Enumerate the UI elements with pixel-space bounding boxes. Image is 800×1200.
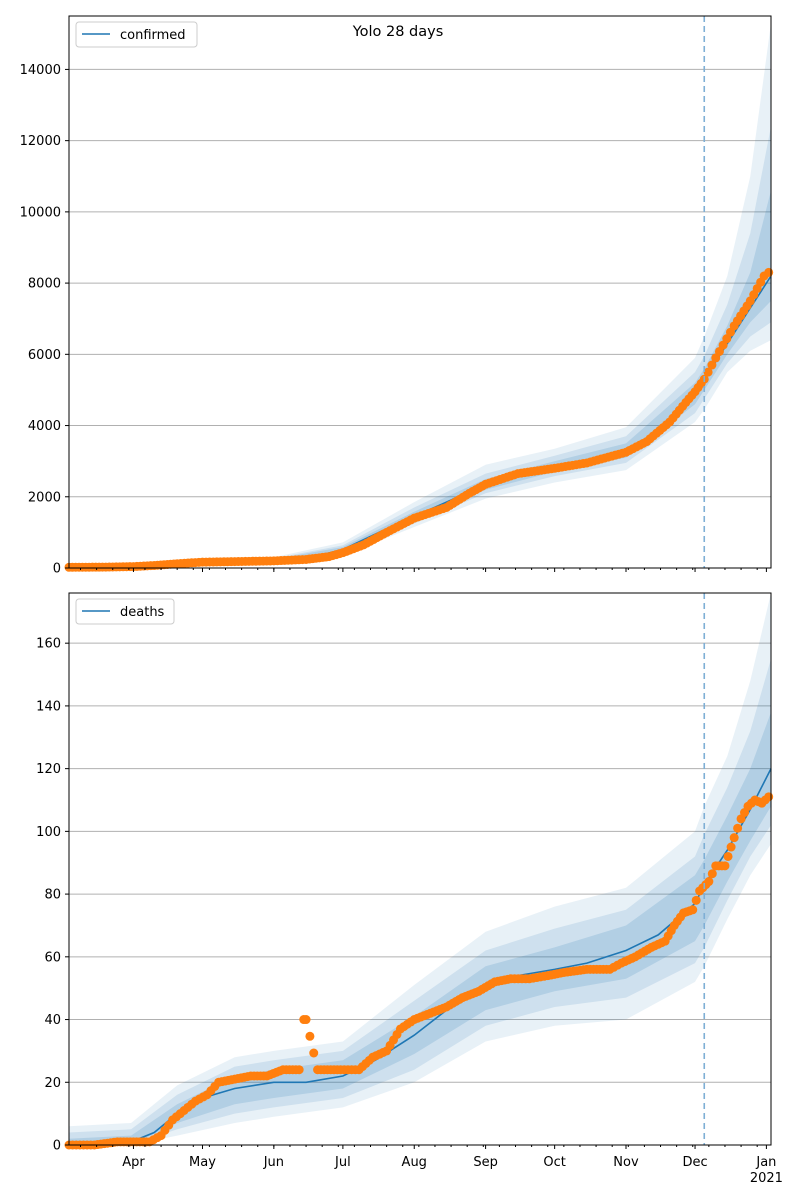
y-tick-label: 8000 — [28, 277, 61, 292]
y-tick-label: 80 — [44, 888, 61, 903]
x-tick-label: Oct — [543, 1155, 565, 1170]
data-point — [688, 905, 698, 915]
band-50-area — [69, 190, 771, 568]
data-point — [707, 869, 717, 879]
band-90-area — [69, 23, 771, 569]
x-tick-label: May — [189, 1155, 216, 1170]
x-year-label: 2021 — [750, 1171, 783, 1186]
y-tick-label: 4000 — [28, 419, 61, 434]
band-90-area — [69, 593, 771, 1145]
data-point — [764, 267, 774, 277]
x-tick-label: Dec — [682, 1155, 707, 1170]
data-point — [720, 861, 730, 871]
y-tick-label: 14000 — [20, 63, 61, 78]
data-point — [703, 367, 713, 377]
x-tick-label: Apr — [122, 1155, 145, 1170]
legend-box — [75, 21, 198, 48]
y-tick-label: 6000 — [28, 348, 61, 363]
data-point — [301, 1015, 311, 1025]
y-tick-label: 160 — [36, 637, 61, 652]
figure-title: Yolo 28 days — [352, 24, 444, 40]
data-point — [294, 1065, 304, 1075]
x-tick-label: Jan — [755, 1155, 776, 1170]
band-50-area — [69, 712, 771, 1145]
x-tick-label: Jul — [334, 1155, 351, 1170]
deaths-panel: 0 20 40 60 80 100 120 140 160 Apr May Jun Jul Aug Sep O… — [36, 592, 783, 1186]
data-point — [733, 823, 743, 833]
band-75-area — [69, 658, 771, 1145]
legend: confirmed — [75, 21, 198, 48]
x-tick-label: Nov — [613, 1155, 639, 1170]
y-tick-label: 20 — [44, 1076, 61, 1091]
y-tick-label: 120 — [36, 762, 61, 777]
y-tick-label: 40 — [44, 1013, 61, 1028]
data-point — [691, 895, 701, 905]
y-tick-label: 60 — [44, 950, 61, 965]
data-point — [726, 842, 736, 852]
data-point — [704, 877, 714, 887]
y-tick-label: 12000 — [20, 134, 61, 149]
data-point — [309, 1048, 319, 1058]
plot-frame — [68, 592, 772, 1146]
data-point — [723, 851, 733, 861]
y-tick-label: 100 — [36, 825, 61, 840]
legend-label: deaths — [120, 605, 165, 620]
y-tick-label: 0 — [53, 562, 61, 577]
y-tick-label: 2000 — [28, 490, 61, 505]
legend-label: confirmed — [120, 28, 186, 43]
x-tick-label: Sep — [473, 1155, 498, 1170]
plot-frame — [68, 15, 772, 569]
confirmed-panel: 0 2000 4000 6000 8000 10000 12000 14000 confirme… — [20, 15, 774, 577]
y-tick-label: 10000 — [20, 205, 61, 220]
y-tick-label: 140 — [36, 699, 61, 714]
x-tick-label: Jun — [263, 1155, 284, 1170]
x-tick-label: Aug — [402, 1155, 427, 1170]
data-point — [764, 792, 774, 802]
legend: deaths — [75, 598, 175, 625]
data-point — [707, 360, 717, 370]
data-point — [305, 1031, 315, 1041]
legend-box — [75, 598, 175, 625]
data-point — [729, 833, 739, 843]
y-tick-label: 0 — [53, 1139, 61, 1154]
